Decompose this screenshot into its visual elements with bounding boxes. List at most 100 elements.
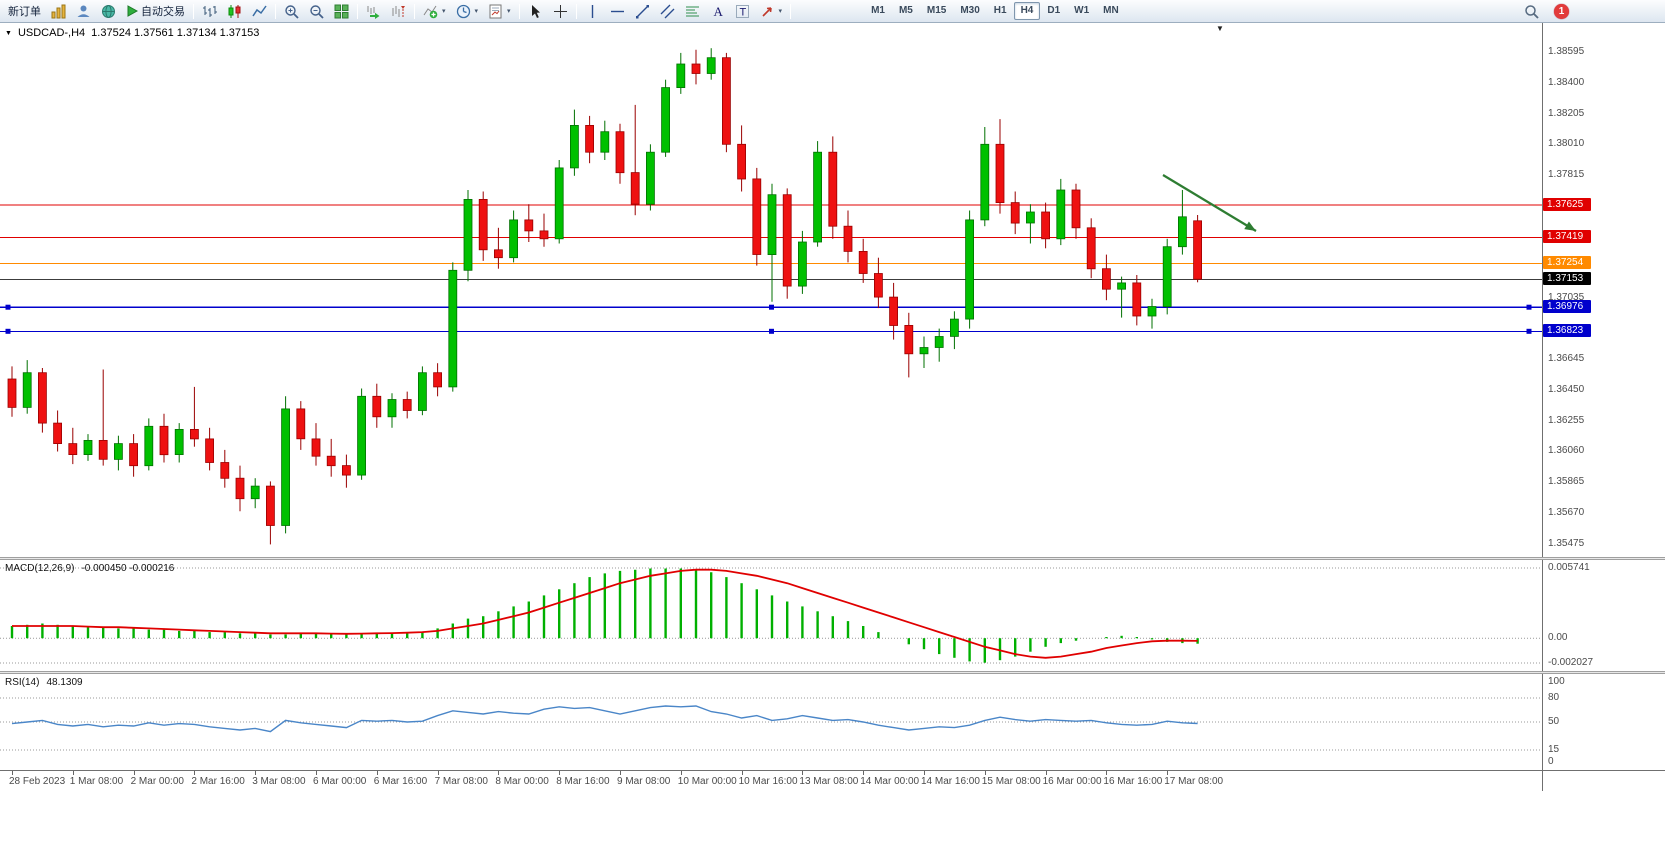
time-axis-label: 13 Mar 08:00: [799, 776, 859, 787]
ohlc-bars-icon[interactable]: [197, 2, 222, 21]
timeframe-m1[interactable]: M1: [871, 5, 885, 16]
price-axis-label: 1.35670: [1548, 506, 1585, 518]
candles-layer[interactable]: [7, 48, 1202, 545]
rsi-axis-label: 100: [1548, 676, 1565, 687]
timeframe-d1[interactable]: D1: [1047, 5, 1061, 16]
pane-separator[interactable]: [0, 671, 1665, 674]
time-axis-label: 16 Mar 00:00: [1042, 776, 1102, 787]
templates-icon[interactable]: ▾: [483, 2, 516, 21]
new-order-button[interactable]: 新订单: [3, 2, 46, 21]
chart-symbol-ohlc: ▼ USDCAD-,H4 1.37524 1.37561 1.37134 1.3…: [5, 27, 259, 39]
price-axis-label: 1.36060: [1548, 445, 1585, 457]
trend-arrow[interactable]: [1162, 174, 1257, 232]
timeframe-m5[interactable]: M5: [898, 5, 913, 16]
chart-shift-icon[interactable]: [386, 2, 411, 21]
time-tick: [1045, 771, 1047, 775]
timeframe-m15[interactable]: M15: [926, 5, 947, 16]
fibonacci-icon[interactable]: [680, 2, 705, 21]
macd-plot: [0, 567, 1542, 664]
timeframe-w1[interactable]: W1: [1074, 5, 1090, 16]
auto-scroll-icon[interactable]: [361, 2, 386, 21]
zoom-in-icon[interactable]: [279, 2, 304, 21]
text-icon[interactable]: A: [705, 2, 730, 21]
line-price-badge: 1.36823: [1543, 324, 1591, 338]
autotrading-label: 自动交易: [141, 6, 185, 18]
time-axis-label: 14 Mar 00:00: [860, 776, 920, 787]
price-axis-label: 1.36255: [1548, 414, 1585, 426]
chart-shift-marker[interactable]: ▼: [1216, 24, 1224, 33]
line-handle[interactable]: [769, 304, 774, 310]
search-icon[interactable]: [1519, 2, 1544, 21]
price-axis-label: 1.35865: [1548, 476, 1585, 488]
toolbar-separator: [575, 3, 577, 19]
data-window-icon[interactable]: [96, 2, 121, 21]
periods-icon[interactable]: ▾: [451, 2, 484, 21]
time-axis-label: 9 Mar 08:00: [617, 776, 671, 787]
price-axis-label: 1.35475: [1548, 537, 1585, 549]
rsi-line: [11, 705, 1198, 733]
candlestick-plot[interactable]: [0, 23, 1543, 557]
time-tick: [437, 771, 439, 775]
macd-label: MACD(12,26,9) -0.000450 -0.000216: [5, 563, 174, 574]
price-axis[interactable]: 1.38595 1.38400 1.38205 1.38010 1.37815 1.370…: [1543, 23, 1665, 557]
time-tick: [194, 771, 196, 775]
tile-windows-icon[interactable]: [329, 2, 354, 21]
rsi-axis[interactable]: 100 80 50 15 0: [1543, 674, 1665, 770]
autotrading-button[interactable]: 自动交易: [121, 2, 190, 21]
time-axis-corner: [1543, 771, 1665, 791]
label-icon[interactable]: T: [730, 2, 755, 21]
macd-axis-label: 0.00: [1548, 632, 1568, 644]
time-tick: [559, 771, 561, 775]
line-handle[interactable]: [769, 328, 774, 334]
line-handle[interactable]: [5, 328, 11, 334]
price-axis-label: 1.36645: [1548, 353, 1585, 365]
pane-separator[interactable]: [0, 557, 1665, 560]
arrows-icon[interactable]: ▾: [755, 2, 788, 21]
line-handle[interactable]: [1526, 304, 1532, 310]
time-axis-label: 14 Mar 16:00: [921, 776, 980, 787]
price-axis-label: 1.36450: [1548, 384, 1585, 396]
toolbar-separator: [518, 3, 520, 19]
macd-axis[interactable]: 0.005741 0.00 -0.002027: [1543, 560, 1665, 671]
line-handle[interactable]: [5, 304, 11, 310]
notification-badge[interactable]: 1: [1554, 4, 1569, 19]
time-axis[interactable]: 28 Feb 2023 1 Mar 08:00 2 Mar 00:00 2 Mar 1…: [0, 771, 1543, 791]
timeframe-mn[interactable]: MN: [1103, 5, 1119, 16]
time-tick: [1167, 771, 1169, 775]
time-axis-label: 6 Mar 00:00: [313, 776, 367, 787]
main-chart[interactable]: ▼ USDCAD-,H4 1.37524 1.37561 1.37134 1.3…: [0, 23, 1543, 557]
rsi-name: RSI(14): [5, 677, 40, 688]
line-handle[interactable]: [1526, 328, 1532, 334]
rsi-plot: [0, 697, 1542, 751]
time-tick: [863, 771, 865, 775]
rsi-pane[interactable]: RSI(14) 48.1309: [0, 674, 1543, 770]
new-chart-icon[interactable]: [46, 2, 71, 21]
vertical-line-icon[interactable]: [580, 2, 605, 21]
time-tick: [12, 771, 13, 775]
line-price-badge: 1.37625: [1543, 197, 1591, 211]
zoom-out-icon[interactable]: [304, 2, 329, 21]
toolbar-separator: [414, 3, 415, 19]
timeframe-h4[interactable]: H4: [1013, 2, 1041, 20]
time-tick: [316, 771, 317, 775]
channel-icon[interactable]: [655, 2, 680, 21]
trendline-icon[interactable]: [630, 2, 655, 21]
macd-pane[interactable]: MACD(12,26,9) -0.000450 -0.000216: [0, 560, 1543, 671]
time-axis-label: 8 Mar 16:00: [556, 776, 610, 787]
line-chart-icon[interactable]: [247, 2, 272, 21]
time-tick: [924, 771, 925, 775]
horizontal-line-icon[interactable]: [605, 2, 630, 21]
candlestick-icon[interactable]: [222, 2, 247, 21]
profiles-icon[interactable]: [71, 2, 96, 21]
indicators-icon[interactable]: ▾: [418, 2, 451, 21]
crosshair-icon[interactable]: [548, 2, 573, 21]
macd-histogram: [10, 568, 1199, 663]
time-tick: [133, 771, 135, 775]
timeframe-m30[interactable]: M30: [960, 5, 980, 16]
new-order-label: 新订单: [8, 6, 41, 18]
symbol-collapse-icon[interactable]: ▼: [5, 29, 12, 37]
time-axis-label: 16 Mar 16:00: [1103, 776, 1163, 787]
cursor-icon[interactable]: [523, 2, 548, 21]
timeframe-toolbar: M1 M5 M15 M30 H1 H4 D1 W1 MN: [864, 2, 1126, 20]
timeframe-h1[interactable]: H1: [993, 5, 1007, 16]
